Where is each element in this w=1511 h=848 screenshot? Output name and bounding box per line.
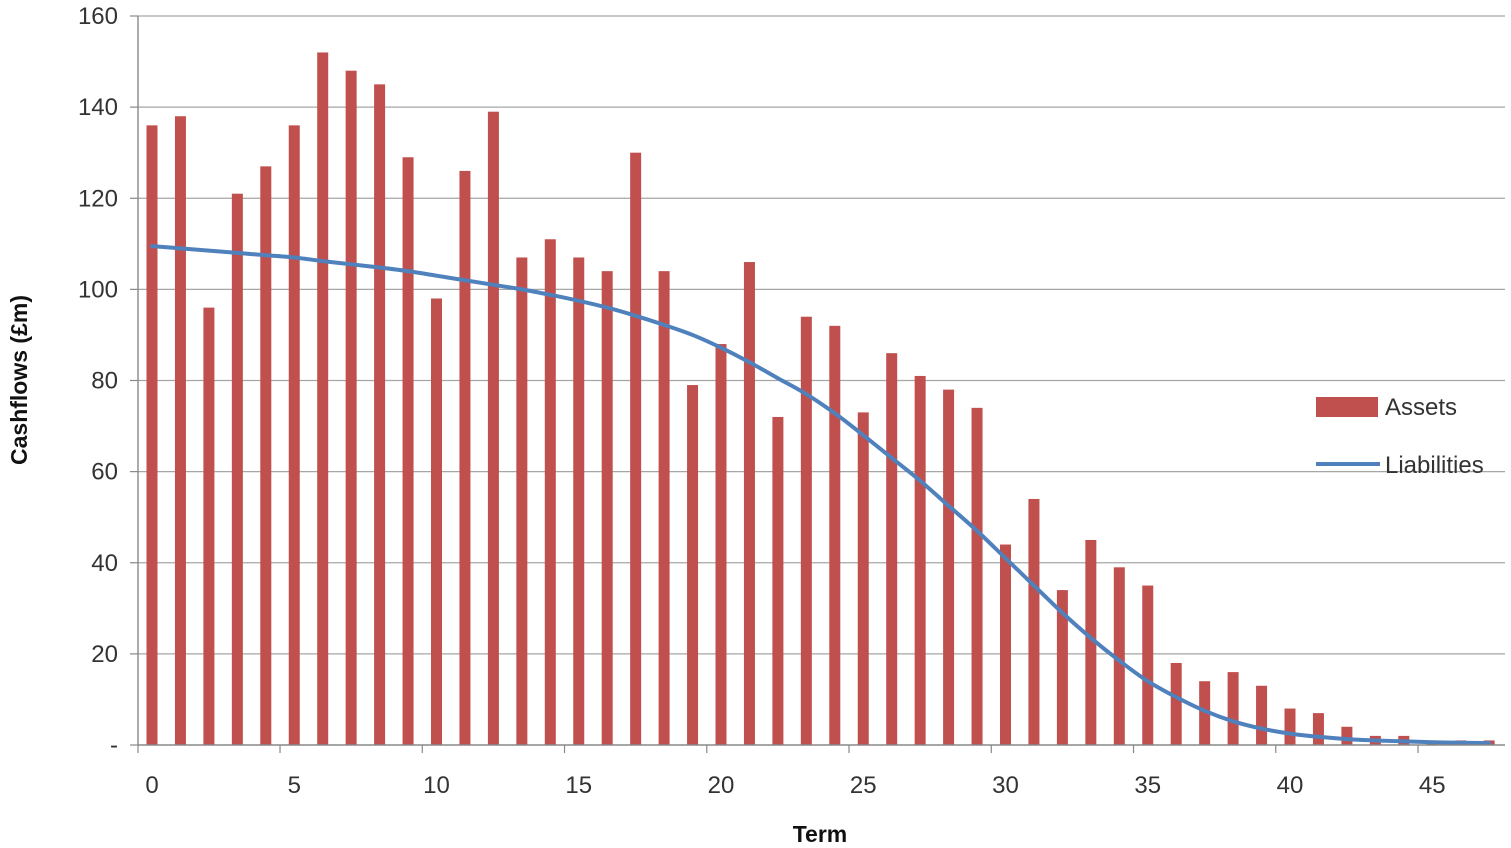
assets-bar bbox=[914, 375, 926, 745]
assets-bar bbox=[1000, 544, 1011, 745]
assets-bar bbox=[1284, 708, 1296, 745]
gridlines bbox=[138, 15, 1505, 655]
assets-bar bbox=[715, 344, 727, 745]
assets-bar bbox=[971, 407, 983, 745]
legend-label-assets: Assets bbox=[1385, 394, 1457, 421]
assets-bar bbox=[431, 298, 442, 745]
y-tick-label: 100 bbox=[78, 276, 118, 303]
y-tick-label: 40 bbox=[91, 550, 118, 577]
assets-bar bbox=[544, 239, 556, 745]
x-tick-label: 0 bbox=[145, 772, 158, 799]
assets-bar bbox=[1113, 567, 1125, 745]
x-tick-label: 30 bbox=[992, 772, 1019, 799]
x-tick-label: 40 bbox=[1277, 772, 1304, 799]
assets-bar bbox=[1085, 539, 1097, 745]
x-tick-label: 35 bbox=[1134, 772, 1161, 799]
assets-bar bbox=[1227, 672, 1239, 745]
assets-bar bbox=[886, 353, 898, 745]
assets-bar bbox=[687, 385, 699, 745]
assets-bar bbox=[857, 412, 869, 745]
x-tick-label: 45 bbox=[1419, 772, 1446, 799]
x-tick-label: 15 bbox=[565, 772, 592, 799]
assets-bar bbox=[573, 257, 585, 745]
liabilities-line-group bbox=[150, 244, 1492, 746]
assets-bar bbox=[1170, 662, 1182, 745]
assets-bar bbox=[1056, 590, 1068, 745]
assets-bar bbox=[601, 271, 613, 745]
assets-bar bbox=[288, 125, 300, 746]
legend-label-liabilities: Liabilities bbox=[1385, 452, 1484, 479]
assets-bar bbox=[459, 170, 471, 746]
x-tick-label: 20 bbox=[708, 772, 735, 799]
assets-bar bbox=[743, 262, 755, 745]
assets-bar bbox=[1341, 726, 1353, 745]
assets-bar bbox=[658, 271, 670, 745]
y-tick-label: 120 bbox=[78, 185, 118, 212]
x-axis-title: Term bbox=[793, 821, 848, 847]
y-axis-title: Cashflows (£m) bbox=[6, 295, 32, 465]
y-tick-label: 60 bbox=[91, 459, 118, 486]
liabilities-line bbox=[150, 244, 1492, 746]
x-tick-label: 25 bbox=[850, 772, 877, 799]
axes: - 20 40 60 80 100 120 140 160 0 5 10 15 20 25 30 35 40 45 T… bbox=[6, 3, 1505, 847]
assets-bar bbox=[345, 70, 357, 746]
y-tick-label: 80 bbox=[91, 368, 118, 395]
x-tick-label: 5 bbox=[288, 772, 301, 799]
assets-bar bbox=[146, 125, 158, 746]
assets-bar bbox=[943, 389, 955, 745]
assets-bar bbox=[829, 325, 841, 745]
assets-bar bbox=[487, 111, 499, 745]
assets-bars bbox=[146, 52, 1495, 746]
assets-bar bbox=[1142, 585, 1154, 745]
legend: Assets Liabilities bbox=[1316, 394, 1484, 479]
assets-bar bbox=[174, 116, 186, 746]
assets-bar bbox=[1312, 713, 1324, 745]
assets-bar bbox=[317, 52, 329, 745]
legend-swatch-assets bbox=[1316, 397, 1378, 417]
assets-bar bbox=[374, 84, 386, 745]
assets-bar bbox=[772, 416, 784, 745]
assets-bar bbox=[1199, 681, 1211, 745]
y-tick-label: 160 bbox=[78, 3, 118, 30]
assets-bar bbox=[231, 193, 243, 746]
assets-bar bbox=[203, 307, 215, 745]
y-tick-label: 140 bbox=[78, 94, 118, 121]
y-tick-label: 20 bbox=[91, 641, 118, 668]
assets-bar bbox=[516, 257, 528, 745]
assets-bar bbox=[260, 166, 272, 745]
assets-bar bbox=[1028, 498, 1040, 745]
y-tick-label: - bbox=[110, 732, 118, 759]
assets-bar bbox=[1256, 685, 1268, 745]
assets-bar bbox=[630, 152, 642, 745]
x-tick-label: 10 bbox=[423, 772, 450, 799]
assets-bar bbox=[800, 316, 812, 745]
assets-bar bbox=[402, 157, 414, 745]
